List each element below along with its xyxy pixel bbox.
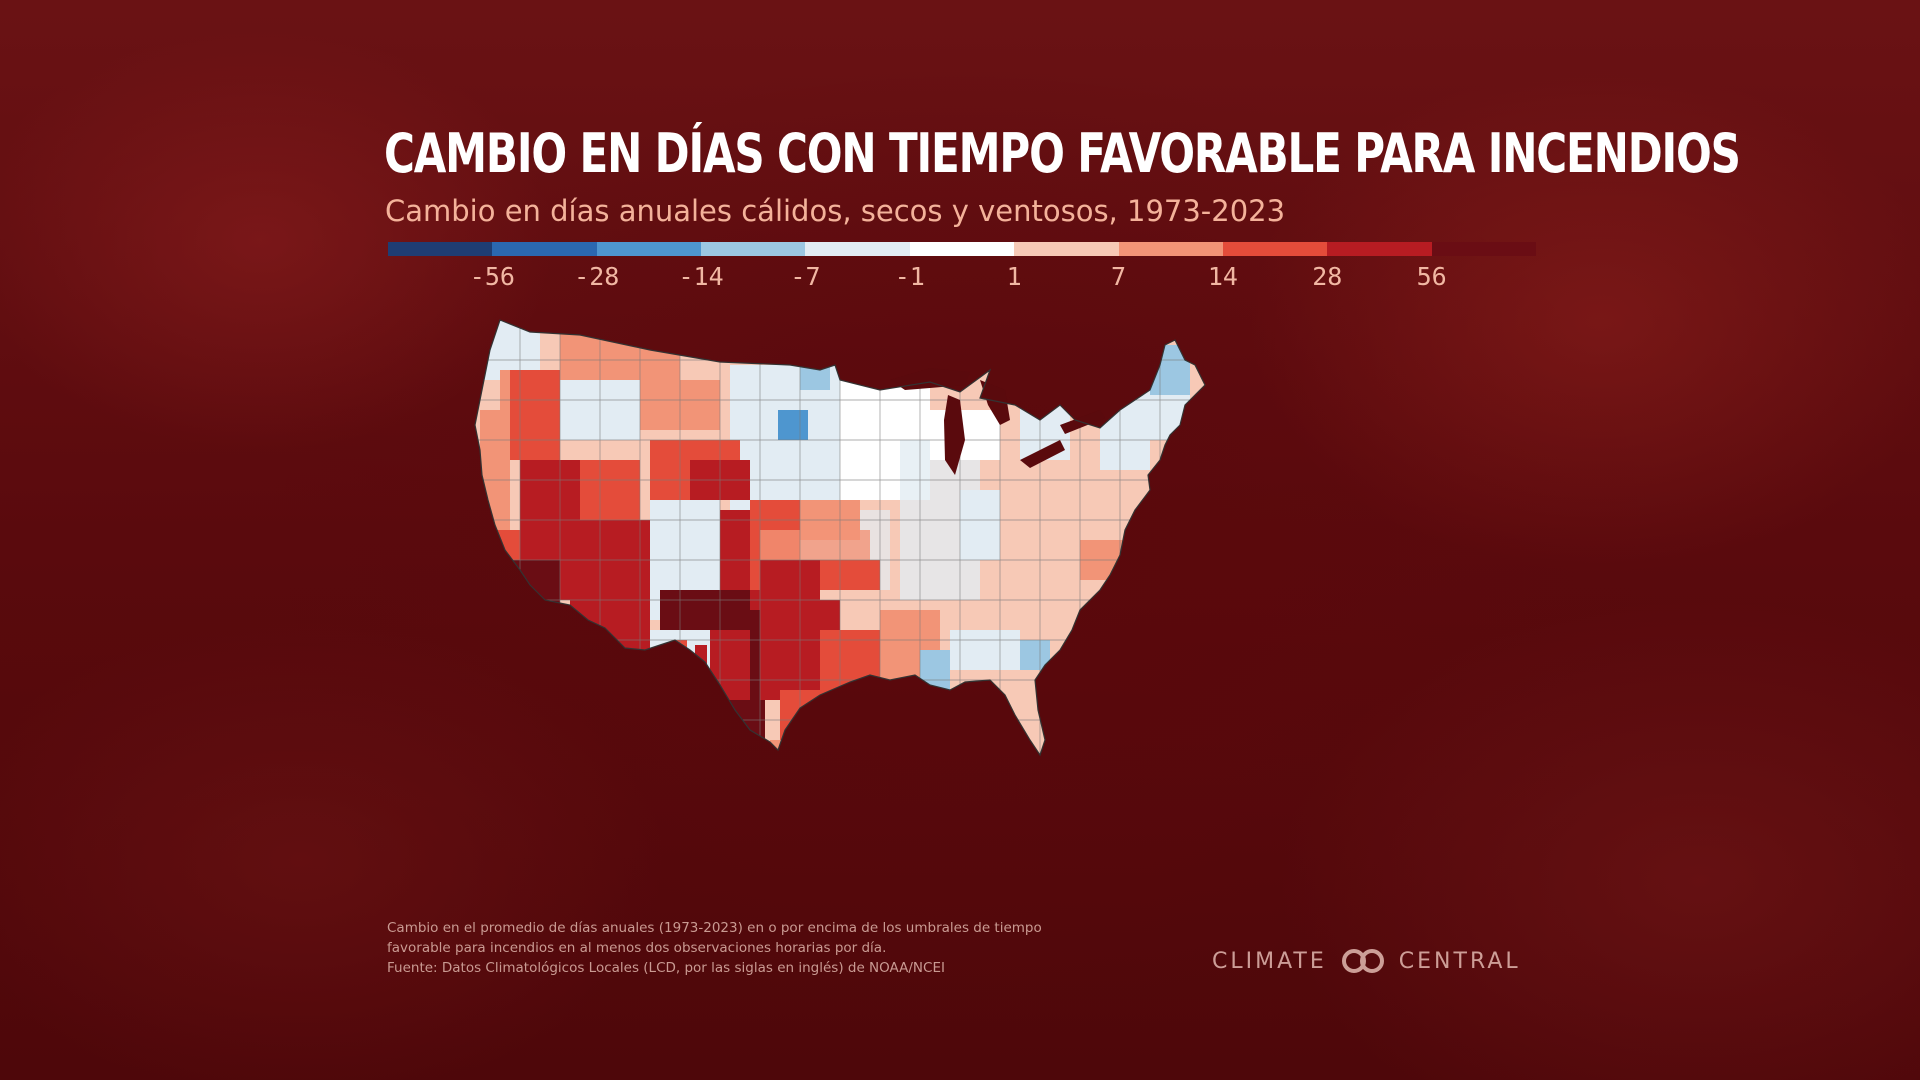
us-map	[474, 319, 1206, 756]
legend-tick-label: 28	[1312, 262, 1343, 291]
page-subtitle: Cambio en días anuales cálidos, secos y …	[385, 194, 1286, 228]
legend-tick-label: -28	[574, 262, 620, 291]
legend-tick-labels: -56 -28 -14 -7 -1 1 7 14 28 56	[388, 262, 1536, 292]
legend-swatch	[1014, 242, 1119, 256]
logo-text-right: CENTRAL	[1398, 948, 1521, 974]
legend-tick-label: -56	[469, 262, 515, 291]
legend-tick-label: 14	[1207, 262, 1238, 291]
legend-swatch	[388, 242, 493, 256]
legend-swatch	[1431, 242, 1536, 256]
logo-rings-icon	[1341, 949, 1384, 973]
legend-swatch	[492, 242, 597, 256]
legend-color-bar	[388, 242, 1536, 256]
legend-tick-label: 7	[1111, 262, 1127, 291]
great-lakes	[890, 368, 1105, 475]
legend-swatch	[1222, 242, 1328, 256]
map-regions	[475, 320, 1205, 755]
legend-swatch	[1327, 242, 1432, 256]
legend-swatch	[701, 242, 806, 256]
legend-tick-label: -14	[678, 262, 724, 291]
legend-swatch	[596, 242, 702, 256]
logo-text-left: CLIMATE	[1212, 948, 1327, 974]
legend-tick-label: -7	[790, 262, 821, 291]
footnote-line-1: Cambio en el promedio de días anuales (1…	[387, 920, 1042, 936]
legend-tick-label: -1	[894, 262, 925, 291]
page-title: Cambio en días con tiempo favorable para…	[384, 122, 1741, 185]
footnote-line-2: favorable para incendios en al menos dos…	[387, 940, 887, 956]
footnote-source: Fuente: Datos Climatológicos Locales (LC…	[387, 960, 945, 976]
legend-tick-label: 56	[1416, 262, 1447, 291]
legend-swatch	[805, 242, 910, 256]
legend-swatch	[909, 242, 1015, 256]
climate-central-logo: CLIMATE CENTRAL	[1212, 948, 1521, 974]
legend-swatch	[1118, 242, 1223, 256]
legend-tick-label: 1	[1006, 262, 1022, 291]
footnote: Cambio en el promedio de días anuales (1…	[387, 918, 1087, 978]
